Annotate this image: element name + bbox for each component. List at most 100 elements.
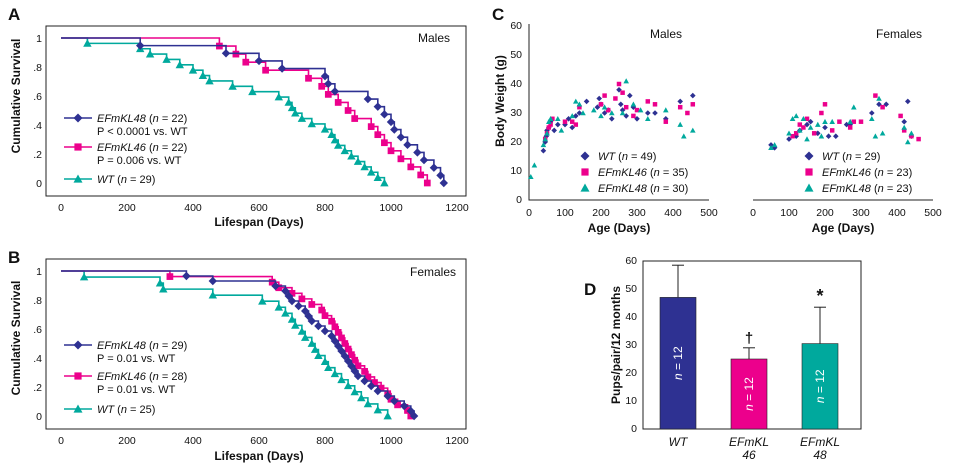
scatter-point-efmkl46 <box>624 105 628 109</box>
scatter-point-efmkl46 <box>602 93 606 97</box>
panel-a-ytick: 1 <box>36 33 42 45</box>
scatter-point-efmkl48 <box>623 78 629 83</box>
scatter-point-efmkl46 <box>678 105 682 109</box>
scatter-point-wt <box>826 133 832 139</box>
panel-d-ytick: 0 <box>631 423 637 435</box>
scatter-point-efmkl46 <box>653 102 657 106</box>
scatter-point-efmkl48 <box>677 122 683 127</box>
scatter-point-efmkl48 <box>786 131 792 136</box>
panel-c: C Body Weight (g) 0 10 20 30 40 50 60 0 … <box>492 5 942 235</box>
bar-n-label: n = 12 <box>813 369 827 403</box>
scatter-point-efmkl46 <box>599 102 603 106</box>
panel-d-ytick: 30 <box>625 339 637 351</box>
legend-b-efmkl48: EFmKL48 (n = 29) <box>97 340 187 352</box>
legend-a-wt: WT (n = 29) <box>97 174 155 186</box>
legend-a-efmkl48-pvalue: P < 0.0001 vs. WT <box>97 126 188 138</box>
survival-marker-efmkl48 <box>294 302 302 310</box>
scatter-point-wt <box>609 116 615 122</box>
panel-c-xtick: 400 <box>888 207 906 219</box>
legend-b-efmkl48-pvalue: P = 0.01 vs. WT <box>97 353 176 365</box>
panel-c-ytick: 50 <box>510 49 522 61</box>
panel-letter-a: A <box>8 5 20 24</box>
panel-a-frame <box>46 26 466 196</box>
panel-c-xtick: 500 <box>924 207 942 219</box>
scatter-point-efmkl46 <box>823 102 827 106</box>
survival-marker-efmkl46 <box>345 107 352 114</box>
panel-a-yticks: 0 .2 .4 .6 .8 1 <box>33 33 42 190</box>
panel-d-ytick: 10 <box>625 395 637 407</box>
legend-a-efmkl46: EFmKL46 (n = 22) <box>97 142 187 154</box>
scatter-point-efmkl48 <box>555 116 561 121</box>
scatter-point-efmkl46 <box>685 111 689 115</box>
scatter-point-wt <box>833 133 839 139</box>
panel-c-right-xlabel: Age (Days) <box>812 221 875 235</box>
panel-c-xtick: 400 <box>664 207 682 219</box>
scatter-point-efmkl46 <box>664 119 668 123</box>
panel-a: A Cumulative Survival Males 0 .2 .4 .6 .… <box>8 5 469 229</box>
legend-b-efmkl46: EFmKL46 (n = 28) <box>97 371 187 383</box>
scatter-point-efmkl48 <box>829 119 835 124</box>
panel-a-xlabel: Lifespan (Days) <box>214 215 303 229</box>
survival-marker-efmkl48 <box>222 49 230 57</box>
scatter-point-efmkl46 <box>916 137 920 141</box>
legend-marker-efmkl48 <box>805 184 814 192</box>
scatter-point-efmkl48 <box>851 104 857 109</box>
panel-a-ytick: .2 <box>33 149 42 161</box>
survival-marker-efmkl48 <box>440 179 448 187</box>
panel-a-subtitle: Males <box>418 31 450 45</box>
survival-marker-efmkl46 <box>242 59 249 66</box>
scatter-point-efmkl46 <box>848 125 852 129</box>
bar-category-label: EFmKL <box>800 435 840 449</box>
scatter-point-efmkl46 <box>830 128 834 132</box>
scatter-point-efmkl48 <box>873 133 879 138</box>
panel-d-plot: n = 12WTn = 12†EFmKL46n = 12*EFmKL48 <box>660 265 840 462</box>
panel-a-xticks: 0 200 400 600 800 1000 1200 <box>58 202 469 214</box>
panel-b-yticks: 0 .2 .4 .6 .8 1 <box>33 266 42 423</box>
panel-b-subtitle: Females <box>410 265 456 279</box>
survival-marker-efmkl48 <box>390 125 398 133</box>
panel-b-ytick: .2 <box>33 382 42 394</box>
scatter-point-wt <box>618 102 624 108</box>
significance-marker: * <box>816 286 823 306</box>
survival-marker-efmkl48 <box>403 141 411 149</box>
scatter-point-efmkl46 <box>574 122 578 126</box>
scatter-point-efmkl46 <box>620 90 624 94</box>
survival-marker-efmkl48 <box>374 102 382 110</box>
survival-marker-efmkl46 <box>381 139 388 146</box>
scatter-point-wt <box>551 128 557 134</box>
survival-marker-efmkl48 <box>397 133 405 141</box>
panel-c-ytick: 20 <box>510 136 522 148</box>
survival-marker-efmkl46 <box>398 155 405 162</box>
panel-c-xtick: 300 <box>852 207 870 219</box>
panel-a-ytick: .6 <box>33 91 42 103</box>
scatter-point-efmkl46 <box>873 93 877 97</box>
panel-a-ytick: 0 <box>36 178 42 190</box>
panel-b-xtick: 1000 <box>379 435 403 447</box>
panel-a-xtick: 1200 <box>445 202 469 214</box>
survival-marker-efmkl48 <box>321 327 329 335</box>
scatter-point-efmkl46 <box>563 119 567 123</box>
panel-c-xtick: 200 <box>592 207 610 219</box>
scatter-point-efmkl48 <box>663 107 669 112</box>
scatter-point-efmkl48 <box>631 102 637 107</box>
scatter-point-efmkl46 <box>801 125 805 129</box>
survival-marker-efmkl46 <box>325 91 332 98</box>
panel-b-xticks: 0 200 400 600 800 1000 1200 <box>58 435 469 447</box>
legend-c-right-efmkl48: EFmKL48 (n = 23) <box>822 183 912 195</box>
survival-marker-efmkl48 <box>209 277 217 285</box>
legend-b-efmkl46-pvalue: P = 0.01 vs. WT <box>97 384 176 396</box>
bar-n-label: n = 12 <box>671 346 685 380</box>
panel-c-ylabel: Body Weight (g) <box>493 55 507 147</box>
scatter-point-efmkl46 <box>812 131 816 135</box>
panel-letter-c: C <box>492 5 504 24</box>
survival-marker-efmkl46 <box>374 131 381 138</box>
survival-marker-efmkl48 <box>380 110 388 118</box>
panel-c-right-xticks: 0 100 200 300 400 500 <box>750 207 942 219</box>
survival-marker-efmkl48 <box>182 272 190 280</box>
scatter-point-wt <box>652 110 658 116</box>
panel-c-xtick: 500 <box>700 207 718 219</box>
scatter-point-efmkl46 <box>880 105 884 109</box>
panel-a-ytick: .4 <box>33 120 42 132</box>
survival-marker-efmkl46 <box>308 301 315 308</box>
